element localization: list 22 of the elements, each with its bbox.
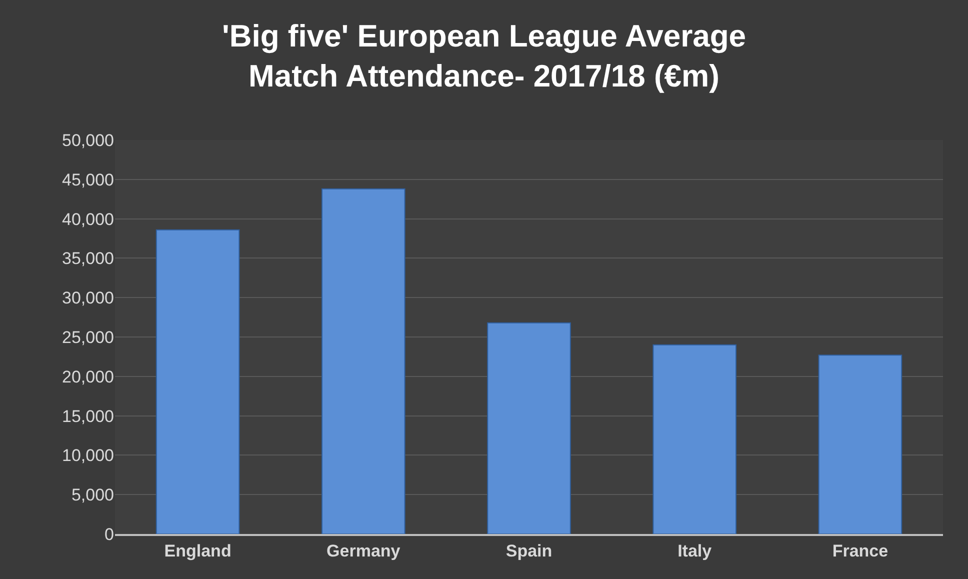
x-tick-label: Germany <box>326 541 401 560</box>
y-tick-label: 35,000 <box>62 249 114 268</box>
y-tick-label: 25,000 <box>62 328 114 347</box>
x-tick-label: Spain <box>506 541 552 560</box>
bar <box>818 354 902 534</box>
bar <box>652 344 736 534</box>
x-tick-label: Italy <box>678 541 712 560</box>
bar <box>487 322 571 534</box>
y-tick-label: 45,000 <box>62 170 114 190</box>
y-tick-label: 40,000 <box>62 210 114 229</box>
y-tick-label: 15,000 <box>62 406 114 426</box>
y-tick-label: 30,000 <box>62 288 114 308</box>
y-tick-label: 20,000 <box>62 367 114 386</box>
y-tick-label: 50,000 <box>62 130 114 150</box>
bar <box>156 229 240 534</box>
x-tick-label: France <box>832 541 888 560</box>
y-tick-label: 10,000 <box>62 446 114 466</box>
y-tick-label: 0 <box>104 524 114 544</box>
chart-title: 'Big five' European League Average Match Attendance- 2017/18 (€m) <box>222 18 746 94</box>
bar <box>322 188 406 534</box>
y-tick-label: 5,000 <box>71 486 114 505</box>
x-tick-label: England <box>164 541 232 560</box>
